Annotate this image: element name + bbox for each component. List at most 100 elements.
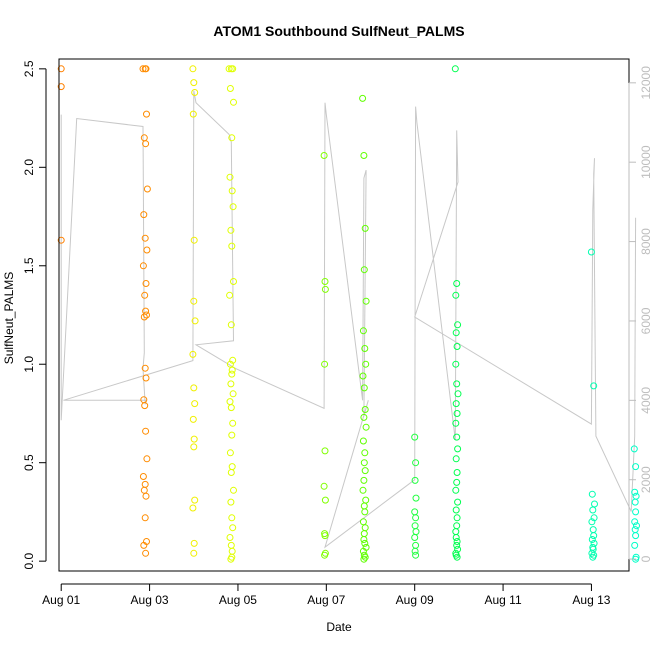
data-point (452, 528, 460, 536)
data-point (141, 480, 149, 488)
data-point (230, 98, 237, 106)
data-point (229, 524, 237, 532)
altitude-line-layer (60, 90, 637, 549)
data-point (590, 514, 598, 522)
data-point (631, 526, 639, 534)
data-point (361, 467, 369, 475)
data-point (633, 522, 640, 530)
data-point (321, 278, 329, 285)
data-point (225, 65, 233, 73)
data-point (321, 532, 329, 540)
data-point (141, 291, 149, 299)
data-point (189, 504, 197, 512)
x-tick-label: Aug 13 (572, 593, 610, 607)
data-point (362, 297, 370, 305)
data-point (362, 423, 370, 431)
data-point (359, 372, 367, 380)
data-point (141, 234, 149, 242)
x-axis-title: Date (326, 620, 352, 634)
data-point (590, 532, 598, 540)
data-point (227, 541, 235, 549)
data-point (361, 224, 369, 232)
data-point (359, 94, 367, 102)
y2-tick-label: 6000 (639, 307, 650, 334)
data-point (191, 496, 199, 504)
data-point (591, 500, 598, 508)
data-point (140, 541, 148, 549)
data-point (362, 496, 370, 504)
data-point (452, 419, 460, 427)
data-point (228, 187, 236, 195)
data-point (190, 443, 198, 451)
data-point (190, 297, 198, 305)
data-point (139, 262, 147, 270)
data-point (588, 549, 596, 557)
data-point (57, 83, 65, 91)
data-point (226, 85, 234, 92)
data-point (189, 350, 197, 358)
data-point (227, 380, 235, 388)
data-point (321, 447, 329, 455)
y2-tick-label: 4000 (639, 387, 650, 414)
data-point (453, 343, 461, 350)
data-point (139, 65, 147, 73)
data-point (226, 449, 234, 457)
data-point (57, 236, 65, 244)
data-point (587, 248, 595, 256)
data-point (227, 404, 235, 412)
series-5 (359, 94, 370, 563)
data-point (632, 508, 640, 516)
data-point (227, 469, 235, 476)
data-point (453, 410, 461, 417)
data-point (321, 360, 329, 368)
x-tick-label: Aug 05 (219, 593, 257, 607)
data-point (361, 345, 369, 352)
data-point (632, 532, 640, 540)
data-point (360, 555, 368, 563)
data-point (142, 549, 150, 557)
y2-tick-label: 0 (639, 555, 650, 562)
data-point (190, 79, 198, 87)
data-point (190, 236, 198, 244)
data-point (588, 490, 596, 498)
data-point (227, 555, 235, 563)
data-point (452, 400, 460, 408)
data-point (190, 435, 198, 443)
data-point (360, 459, 368, 467)
y2-tick-label: 8000 (639, 228, 650, 255)
data-point (227, 226, 235, 234)
data-point (452, 506, 460, 514)
data-point (140, 134, 148, 142)
x-tick-label: Aug 11 (484, 593, 521, 607)
data-point (453, 514, 461, 522)
data-point (190, 384, 198, 392)
data-point (632, 463, 640, 471)
data-point (359, 437, 367, 445)
data-point (412, 528, 420, 536)
series-8 (587, 248, 598, 561)
y-tick-label: 2.5 (22, 60, 36, 77)
data-point (229, 390, 237, 398)
data-point (226, 534, 234, 541)
data-point (142, 492, 150, 500)
data-point (411, 476, 419, 484)
data-point (361, 539, 369, 547)
data-point (228, 514, 236, 522)
data-point (229, 356, 237, 364)
data-point (230, 278, 237, 285)
data-point (360, 536, 368, 543)
data-point (228, 463, 236, 471)
altitude-line (60, 90, 637, 549)
data-point (590, 382, 598, 390)
data-point (631, 518, 639, 526)
data-point (453, 433, 461, 441)
data-point (320, 152, 328, 159)
data-point (359, 327, 367, 335)
data-point (143, 185, 151, 193)
data-point (360, 530, 368, 538)
data-point (140, 486, 148, 494)
data-point (142, 427, 150, 435)
data-point (360, 152, 368, 159)
data-point (140, 313, 148, 321)
